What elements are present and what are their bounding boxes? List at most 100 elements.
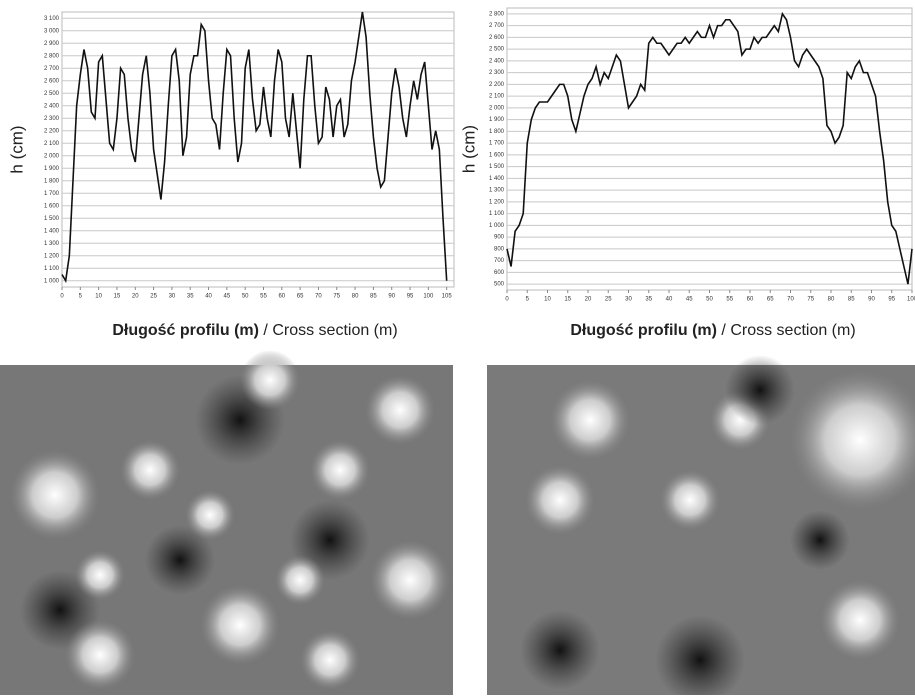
x-tick-label: 45 bbox=[686, 297, 693, 303]
x-tick-label: 30 bbox=[169, 294, 176, 300]
y-tick-label: 1 600 bbox=[489, 152, 505, 158]
x-tick-label: 55 bbox=[260, 294, 267, 300]
y-axis-label: h (cm) bbox=[459, 125, 478, 173]
x-tick-label: 90 bbox=[388, 294, 395, 300]
x-tick-label: 0 bbox=[505, 297, 509, 303]
y-tick-label: 3 000 bbox=[44, 28, 60, 34]
canopy-image-left bbox=[0, 350, 453, 695]
y-tick-label: 1 700 bbox=[44, 191, 60, 197]
x-tick-label: 50 bbox=[706, 297, 713, 303]
x-tick-label: 5 bbox=[526, 297, 530, 303]
x-tick-label: 60 bbox=[278, 294, 285, 300]
x-axis-label-pl: Długość profilu (m) bbox=[570, 322, 717, 339]
y-tick-label: 2 900 bbox=[44, 41, 60, 47]
x-tick-label: 35 bbox=[645, 297, 652, 303]
y-tick-label: 1 000 bbox=[489, 223, 505, 229]
y-tick-label: 1 900 bbox=[44, 166, 60, 172]
x-tick-label: 10 bbox=[544, 297, 551, 303]
x-tick-label: 90 bbox=[868, 297, 875, 303]
plot-area bbox=[61, 11, 455, 288]
x-tick-label: 75 bbox=[807, 297, 814, 303]
y-tick-label: 2 400 bbox=[489, 58, 505, 64]
y-tick-label: 2 600 bbox=[44, 78, 60, 84]
x-tick-label: 85 bbox=[370, 294, 377, 300]
y-tick-label: 1 900 bbox=[489, 117, 505, 123]
y-tick-label: 2 600 bbox=[489, 35, 505, 41]
y-tick-label: 1 300 bbox=[489, 188, 505, 194]
x-tick-label: 80 bbox=[352, 294, 359, 300]
y-tick-label: 2 700 bbox=[489, 23, 505, 29]
x-tick-label: 60 bbox=[747, 297, 754, 303]
y-tick-label: 900 bbox=[494, 235, 505, 241]
y-tick-label: 2 100 bbox=[44, 141, 60, 147]
x-tick-label: 40 bbox=[666, 297, 673, 303]
x-tick-label: 95 bbox=[888, 297, 895, 303]
x-tick-label: 75 bbox=[333, 294, 340, 300]
x-tick-label: 65 bbox=[767, 297, 774, 303]
y-tick-label: 1 200 bbox=[489, 199, 505, 205]
x-tick-label: 45 bbox=[224, 294, 231, 300]
y-tick-label: 1 400 bbox=[44, 228, 60, 234]
y-tick-label: 2 300 bbox=[489, 70, 505, 76]
x-tick-label: 25 bbox=[150, 294, 157, 300]
x-tick-label: 30 bbox=[625, 297, 632, 303]
x-tick-label: 25 bbox=[605, 297, 612, 303]
canopy-image-right bbox=[487, 355, 915, 700]
y-tick-label: 500 bbox=[494, 282, 505, 288]
y-tick-label: 700 bbox=[494, 258, 505, 264]
x-tick-label: 35 bbox=[187, 294, 194, 300]
x-tick-label: 50 bbox=[242, 294, 249, 300]
y-tick-label: 1 700 bbox=[489, 141, 505, 147]
x-axis-label: Długość profilu (m) / Cross section (m) bbox=[112, 322, 397, 339]
x-tick-label: 20 bbox=[132, 294, 139, 300]
x-axis-label: Długość profilu (m) / Cross section (m) bbox=[570, 322, 855, 339]
y-axis-label: h (cm) bbox=[7, 125, 26, 173]
y-tick-label: 1 800 bbox=[44, 178, 60, 184]
x-tick-label: 80 bbox=[828, 297, 835, 303]
y-tick-label: 1 000 bbox=[44, 278, 60, 284]
y-tick-label: 1 800 bbox=[489, 129, 505, 135]
y-tick-label: 2 000 bbox=[489, 105, 505, 111]
x-tick-label: 70 bbox=[315, 294, 322, 300]
x-tick-label: 70 bbox=[787, 297, 794, 303]
x-tick-label: 100 bbox=[423, 294, 434, 300]
x-axis-label-en: / Cross section (m) bbox=[263, 322, 397, 339]
plot-area bbox=[506, 7, 913, 291]
y-tick-label: 2 200 bbox=[44, 128, 60, 134]
x-tick-label: 65 bbox=[297, 294, 304, 300]
y-tick-label: 1 500 bbox=[44, 216, 60, 222]
y-tick-label: 2 800 bbox=[44, 53, 60, 59]
x-tick-label: 15 bbox=[564, 297, 571, 303]
y-tick-label: 2 300 bbox=[44, 116, 60, 122]
x-tick-label: 100 bbox=[907, 297, 915, 303]
y-tick-label: 2 500 bbox=[489, 47, 505, 53]
profile-line bbox=[61, 11, 448, 284]
y-tick-label: 2 200 bbox=[489, 82, 505, 88]
y-tick-label: 1 100 bbox=[44, 266, 60, 272]
x-tick-label: 15 bbox=[114, 294, 121, 300]
y-tick-label: 2 500 bbox=[44, 91, 60, 97]
y-tick-label: 2 400 bbox=[44, 103, 60, 109]
y-tick-label: 2 800 bbox=[489, 11, 505, 17]
x-tick-label: 105 bbox=[442, 294, 453, 300]
x-axis-label-en: / Cross section (m) bbox=[721, 322, 855, 339]
x-tick-label: 10 bbox=[95, 294, 102, 300]
x-tick-label: 5 bbox=[79, 294, 83, 300]
y-tick-label: 1 600 bbox=[44, 203, 60, 209]
x-axis-label-pl: Długość profilu (m) bbox=[112, 322, 259, 339]
y-tick-label: 1 100 bbox=[489, 211, 505, 217]
y-tick-label: 3 100 bbox=[44, 16, 60, 22]
y-tick-label: 1 200 bbox=[44, 253, 60, 259]
y-tick-label: 800 bbox=[494, 246, 505, 252]
x-tick-label: 0 bbox=[60, 294, 64, 300]
x-tick-label: 40 bbox=[205, 294, 212, 300]
y-tick-label: 1 500 bbox=[489, 164, 505, 170]
y-tick-label: 2 000 bbox=[44, 153, 60, 159]
y-tick-label: 2 100 bbox=[489, 94, 505, 100]
x-tick-label: 55 bbox=[726, 297, 733, 303]
y-tick-label: 600 bbox=[494, 270, 505, 276]
x-tick-label: 95 bbox=[407, 294, 414, 300]
profile-line bbox=[506, 11, 913, 285]
